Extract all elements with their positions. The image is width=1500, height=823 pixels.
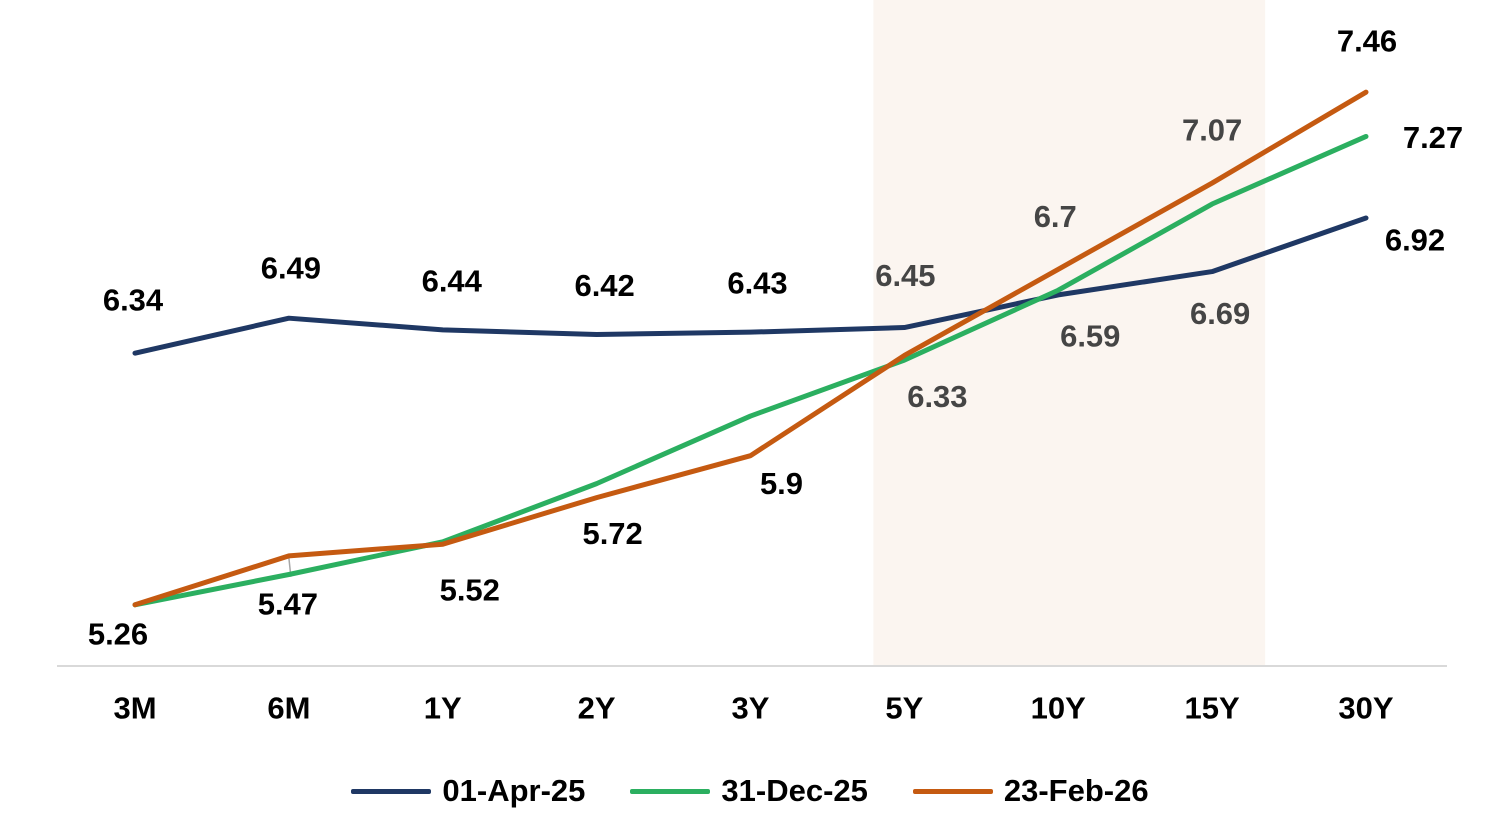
- data-label: 6.59: [1060, 318, 1120, 353]
- highlight-band: [873, 0, 1266, 665]
- data-label: 5.47: [258, 586, 318, 621]
- legend-item-31-dec-25: 31-Dec-25: [630, 773, 868, 809]
- data-label: 5.9: [760, 466, 803, 501]
- data-label: 6.34: [103, 283, 164, 318]
- x-axis-label-10y: 10Y: [1031, 691, 1086, 726]
- x-axis-label-5y: 5Y: [885, 691, 923, 726]
- x-axis-label-3y: 3Y: [732, 691, 770, 726]
- plot-area: 6.34 6.49 6.44 6.42 6.43 6.45 6.59 6.69 6.92 7.27…: [57, 0, 1463, 726]
- legend-label-31-dec-25: 31-Dec-25: [721, 773, 868, 808]
- data-label: 6.49: [261, 251, 321, 286]
- series-line-31-dec-25: [132, 133, 1369, 608]
- legend-item-23-feb-26: 23-Feb-26: [912, 773, 1149, 809]
- legend-swatch-31-dec-25: [630, 788, 711, 794]
- series-line-23-feb-26: [132, 89, 1369, 608]
- data-label: 6.44: [422, 263, 483, 298]
- legend-item-01-apr-25: 01-Apr-25: [351, 773, 585, 809]
- legend: 01-Apr-25 31-Dec-25 23-Feb-26: [0, 770, 1500, 812]
- legend-label-01-apr-25: 01-Apr-25: [442, 773, 586, 808]
- x-axis-label-15y: 15Y: [1185, 691, 1240, 726]
- x-axis-label-1y: 1Y: [424, 691, 462, 726]
- data-label: 5.72: [582, 516, 642, 551]
- data-label: 7.27: [1403, 120, 1463, 155]
- x-axis-label-2y: 2Y: [578, 691, 616, 726]
- data-label: 5.52: [440, 573, 500, 608]
- legend-label-23-feb-26: 23-Feb-26: [1003, 773, 1149, 808]
- data-label: 6.43: [727, 266, 787, 301]
- data-label: 5.26: [88, 616, 148, 651]
- data-label: 6.7: [1034, 199, 1077, 234]
- data-label: 6.45: [875, 258, 935, 293]
- legend-swatch-23-feb-26: [912, 788, 993, 794]
- series-line-01-apr-25: [132, 215, 1369, 356]
- data-label: 6.69: [1190, 296, 1250, 331]
- data-label: 7.07: [1182, 113, 1242, 148]
- data-label: 6.92: [1385, 223, 1445, 258]
- data-label: 6.42: [574, 268, 634, 303]
- x-axis-label-6m: 6M: [267, 691, 310, 726]
- data-label: 6.33: [907, 379, 967, 414]
- x-axis-label-3m: 3M: [113, 691, 156, 726]
- legend-swatch-01-apr-25: [351, 788, 432, 794]
- data-label: 7.46: [1337, 24, 1397, 59]
- x-axis-label-30y: 30Y: [1338, 691, 1393, 726]
